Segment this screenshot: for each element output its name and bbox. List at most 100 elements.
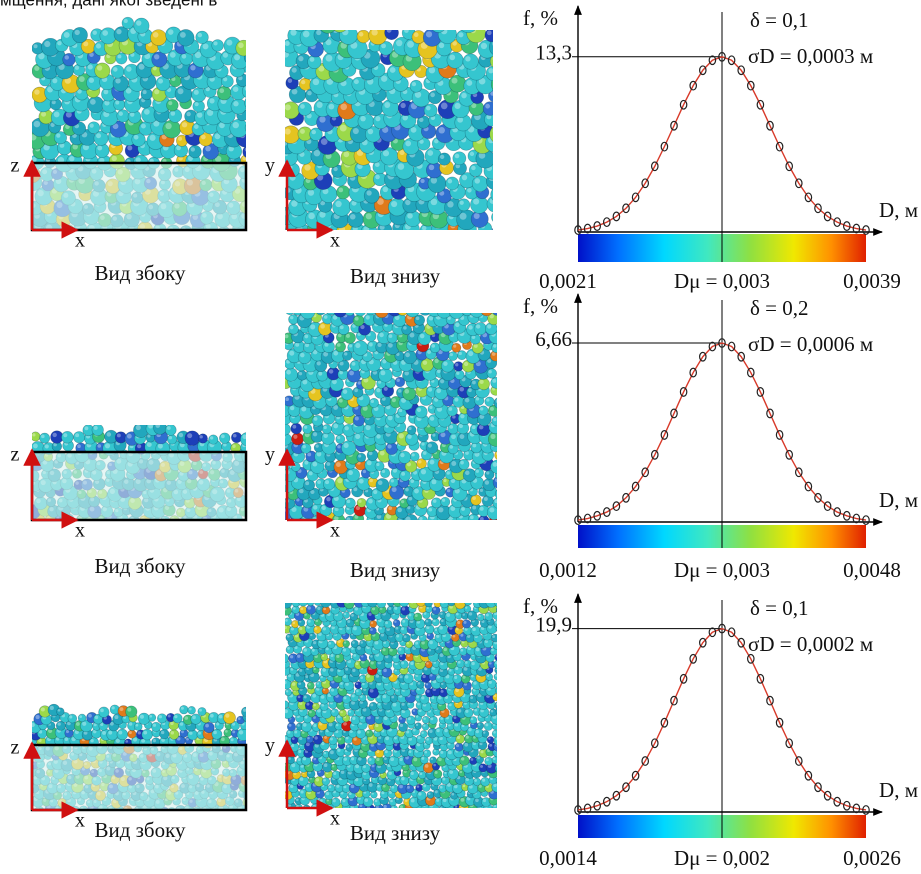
particle xyxy=(290,422,302,435)
particle-highlight xyxy=(420,469,427,475)
particle-highlight xyxy=(323,751,327,755)
particle-highlight xyxy=(420,178,425,184)
particle-highlight xyxy=(396,39,403,47)
particle-highlight xyxy=(381,396,386,401)
particle-highlight xyxy=(300,128,305,134)
particle xyxy=(404,210,422,227)
particle-highlight xyxy=(287,803,291,808)
particle-highlight xyxy=(393,736,397,740)
particle xyxy=(448,351,458,361)
particle-highlight xyxy=(451,792,455,796)
particle-highlight xyxy=(327,305,331,309)
particle xyxy=(39,432,51,444)
particle-highlight xyxy=(123,18,128,24)
particle-highlight xyxy=(337,478,343,484)
particle-highlight xyxy=(388,600,391,603)
particle-highlight xyxy=(493,213,497,217)
particle-highlight xyxy=(71,736,76,742)
particle-highlight xyxy=(92,30,97,35)
particle-highlight xyxy=(92,729,97,734)
particle-highlight xyxy=(425,683,429,686)
particle xyxy=(347,38,368,60)
particle xyxy=(394,376,406,388)
particle-highlight xyxy=(317,307,320,310)
particle-highlight xyxy=(415,715,419,718)
particle xyxy=(356,393,371,408)
particle-highlight xyxy=(440,432,446,438)
particle-highlight xyxy=(170,731,175,735)
particle-highlight xyxy=(331,625,335,630)
particle-highlight xyxy=(429,405,433,409)
particle-highlight xyxy=(398,433,404,439)
particle-highlight xyxy=(158,715,163,719)
particle-highlight xyxy=(362,707,367,712)
particle-highlight xyxy=(313,724,317,728)
particle xyxy=(409,451,420,462)
particle-highlight xyxy=(323,433,328,438)
particle xyxy=(493,659,497,670)
particle xyxy=(116,728,128,741)
particle-highlight xyxy=(401,709,406,714)
particle-highlight xyxy=(334,507,339,512)
particle xyxy=(385,442,398,455)
particle xyxy=(115,52,128,65)
particle-highlight xyxy=(308,683,311,686)
particle xyxy=(416,680,425,689)
particle xyxy=(77,713,87,723)
particle-highlight xyxy=(391,695,395,699)
particle-highlight xyxy=(318,65,325,72)
particle-highlight xyxy=(362,405,368,411)
particle xyxy=(406,425,417,435)
particle-highlight xyxy=(308,600,310,602)
particle-highlight xyxy=(373,489,378,495)
particle-highlight xyxy=(404,370,409,376)
particle-highlight xyxy=(408,613,412,617)
particle-highlight xyxy=(52,78,58,84)
particle-highlight xyxy=(357,381,361,385)
particle-highlight xyxy=(379,332,384,338)
particle xyxy=(208,434,219,445)
particle-highlight xyxy=(394,606,398,610)
particle-highlight xyxy=(405,516,411,520)
particle-highlight xyxy=(452,634,456,638)
particle xyxy=(297,101,312,116)
particle xyxy=(166,434,178,445)
particle xyxy=(327,784,336,793)
particle-highlight xyxy=(331,709,335,713)
particle-highlight xyxy=(102,30,109,36)
particle-highlight xyxy=(423,717,426,720)
particle-highlight xyxy=(388,771,392,775)
particle-highlight xyxy=(135,723,139,727)
particle-highlight xyxy=(440,154,445,160)
particle-highlight xyxy=(323,763,328,768)
particle-highlight xyxy=(179,31,186,38)
particle-highlight xyxy=(382,648,386,652)
particle-highlight xyxy=(326,462,331,466)
particle xyxy=(437,152,451,166)
particle-highlight xyxy=(332,315,338,320)
particle-highlight xyxy=(422,451,427,455)
particle-highlight xyxy=(454,488,460,494)
particle xyxy=(413,314,426,326)
particle-highlight xyxy=(350,757,355,761)
particle-highlight xyxy=(302,757,307,761)
particle-highlight xyxy=(291,200,298,207)
particle xyxy=(425,441,439,454)
particle-highlight xyxy=(303,307,308,312)
particle-highlight xyxy=(366,674,370,678)
particle-highlight xyxy=(166,426,171,430)
particle-highlight xyxy=(214,133,221,140)
particle-highlight xyxy=(292,737,295,740)
particle xyxy=(492,693,497,702)
particle-highlight xyxy=(292,463,296,467)
particle xyxy=(362,796,374,808)
particle-highlight xyxy=(494,77,501,84)
particle xyxy=(401,324,413,335)
particle xyxy=(285,688,293,697)
particle-highlight xyxy=(343,442,349,449)
particle xyxy=(211,39,224,52)
particle-layer xyxy=(285,600,497,808)
particle-highlight xyxy=(184,716,189,720)
particle-highlight xyxy=(374,640,379,645)
particle-highlight xyxy=(436,406,443,412)
